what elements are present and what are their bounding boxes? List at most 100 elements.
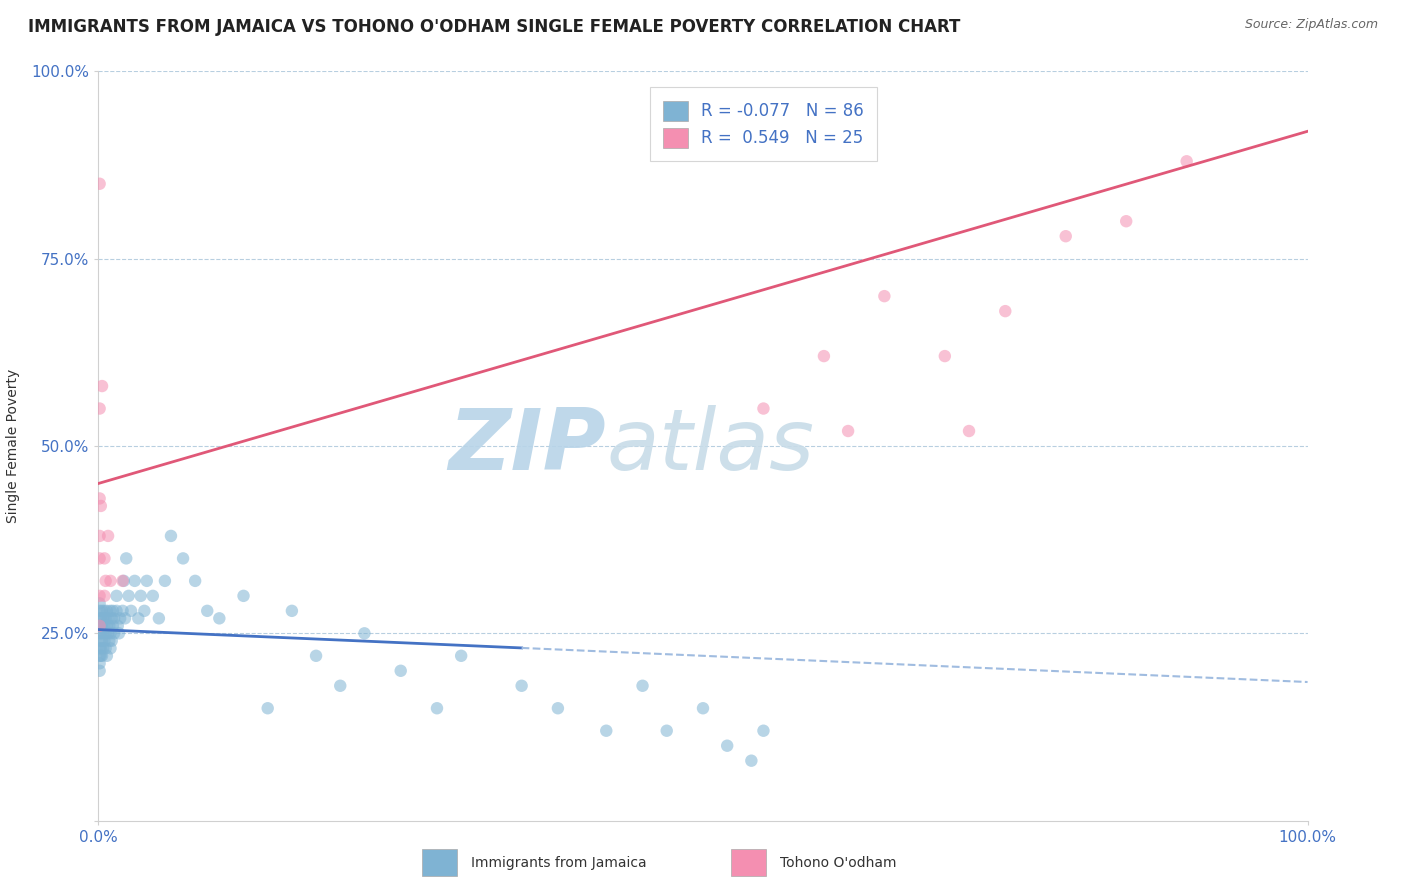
Text: Immigrants from Jamaica: Immigrants from Jamaica — [471, 855, 647, 870]
Point — [957, 424, 980, 438]
Point — [94, 641, 117, 656]
Point — [100, 611, 122, 625]
Point — [153, 574, 176, 588]
Point — [873, 289, 896, 303]
Point — [96, 604, 118, 618]
Text: Tohono O'odham: Tohono O'odham — [780, 855, 897, 870]
Point — [96, 648, 118, 663]
Point — [692, 701, 714, 715]
Point — [115, 551, 138, 566]
Point — [118, 589, 141, 603]
Point — [98, 619, 121, 633]
Point — [934, 349, 956, 363]
Point — [103, 626, 125, 640]
Point — [89, 633, 111, 648]
Point — [89, 619, 111, 633]
Point — [510, 679, 533, 693]
Point — [93, 589, 115, 603]
Point — [1115, 214, 1137, 228]
Point — [124, 574, 146, 588]
Point — [114, 611, 136, 625]
Point — [91, 648, 114, 663]
Point — [89, 529, 111, 543]
Point — [105, 604, 128, 618]
Point — [94, 611, 117, 625]
Point — [101, 604, 124, 618]
Point — [103, 611, 125, 625]
Point — [111, 574, 134, 588]
Point — [655, 723, 678, 738]
Point — [89, 551, 111, 566]
Point — [547, 701, 569, 715]
Point — [89, 648, 111, 663]
Point — [740, 754, 762, 768]
Point — [100, 574, 122, 588]
Point — [134, 604, 156, 618]
Point — [91, 611, 114, 625]
Point — [91, 641, 114, 656]
Point — [281, 604, 304, 618]
Point — [90, 611, 112, 625]
Point — [93, 604, 115, 618]
Bar — [731, 849, 766, 876]
Point — [142, 589, 165, 603]
Point — [93, 633, 115, 648]
Point — [129, 589, 152, 603]
Point — [160, 529, 183, 543]
Point — [91, 633, 114, 648]
Point — [100, 641, 122, 656]
Point — [195, 604, 218, 618]
Point — [89, 626, 111, 640]
Point — [127, 611, 149, 625]
Point — [994, 304, 1017, 318]
Point — [89, 491, 111, 506]
Point — [100, 604, 122, 618]
Point — [813, 349, 835, 363]
Point — [305, 648, 328, 663]
Text: Source: ZipAtlas.com: Source: ZipAtlas.com — [1244, 18, 1378, 31]
Point — [97, 611, 120, 625]
Point — [716, 739, 738, 753]
Point — [135, 574, 157, 588]
Point — [97, 529, 120, 543]
Point — [94, 626, 117, 640]
Point — [89, 604, 111, 618]
Point — [107, 619, 129, 633]
Point — [89, 177, 111, 191]
Point — [631, 679, 654, 693]
Point — [148, 611, 170, 625]
Point — [108, 611, 131, 625]
Point — [89, 596, 111, 610]
Point — [89, 611, 111, 625]
Point — [89, 641, 111, 656]
Point — [172, 551, 194, 566]
Point — [752, 401, 775, 416]
Text: IMMIGRANTS FROM JAMAICA VS TOHONO O'ODHAM SINGLE FEMALE POVERTY CORRELATION CHAR: IMMIGRANTS FROM JAMAICA VS TOHONO O'ODHA… — [28, 18, 960, 36]
Point — [595, 723, 617, 738]
Point — [98, 633, 121, 648]
Point — [91, 379, 114, 393]
Y-axis label: Single Female Poverty: Single Female Poverty — [6, 369, 20, 523]
Point — [389, 664, 412, 678]
Point — [120, 604, 142, 618]
Point — [89, 401, 111, 416]
Point — [90, 619, 112, 633]
Point — [93, 551, 115, 566]
Point — [89, 589, 111, 603]
Point — [89, 657, 111, 671]
Point — [89, 664, 111, 678]
Point — [112, 574, 135, 588]
Point — [100, 626, 122, 640]
Bar — [422, 849, 457, 876]
Point — [426, 701, 449, 715]
Point — [450, 648, 472, 663]
Point — [91, 626, 114, 640]
Point — [91, 619, 114, 633]
Point — [100, 633, 122, 648]
Point — [105, 589, 128, 603]
Point — [101, 619, 124, 633]
Point — [752, 723, 775, 738]
Point — [89, 619, 111, 633]
Point — [93, 619, 115, 633]
Point — [256, 701, 278, 715]
